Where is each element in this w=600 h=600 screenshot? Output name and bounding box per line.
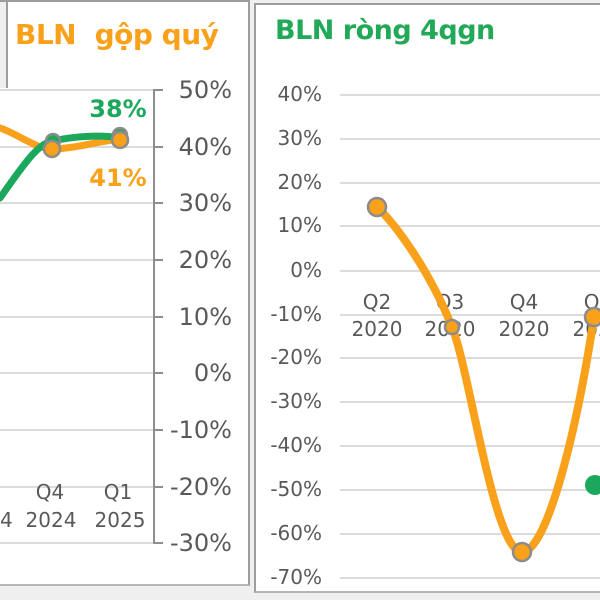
gridline — [340, 270, 600, 272]
y-axis-tick — [155, 486, 163, 488]
orange-marker-q4-2024 — [42, 139, 62, 159]
y-axis-label: -60% — [270, 521, 322, 545]
y-axis-label: 20% — [178, 246, 232, 274]
y-axis-label: -30% — [270, 389, 322, 413]
x-axis-label: Q2 — [362, 290, 392, 314]
x-axis-label: 2020 — [424, 317, 476, 341]
y-axis-tick — [155, 372, 163, 374]
y-axis-label: 40% — [178, 133, 232, 161]
gridline — [340, 138, 600, 140]
y-axis-label: -30% — [169, 529, 232, 557]
gridline — [0, 372, 155, 374]
y-axis-tick — [155, 89, 163, 91]
gridline — [340, 357, 600, 359]
orange-line — [373, 203, 598, 557]
y-axis-tick — [155, 146, 163, 148]
x-axis-label: 2020 — [351, 317, 403, 341]
gridline — [340, 225, 600, 227]
chart-title-right: BLN ròng 4qgn — [275, 15, 495, 46]
x-axis-label: Q4 — [509, 290, 539, 314]
gridline — [340, 577, 600, 579]
gridline — [0, 486, 155, 488]
y-axis-label: 30% — [178, 189, 232, 217]
x-axis-label: 2020 — [498, 317, 550, 341]
gridline — [0, 89, 155, 91]
y-axis-label: -10% — [270, 302, 322, 326]
y-axis-line — [153, 89, 155, 544]
panel-left-border-segment — [6, 2, 8, 88]
gridline — [340, 94, 600, 96]
gridline — [0, 316, 155, 318]
y-axis-tick — [155, 542, 163, 544]
x-axis-label-partial: 4 — [0, 508, 13, 532]
y-axis-tick — [155, 316, 163, 318]
y-axis-label: 0% — [193, 359, 232, 387]
data-label-green: 38% — [89, 95, 147, 123]
y-axis-label: 50% — [178, 76, 232, 104]
x-axis-label: Q4 — [35, 480, 65, 504]
gridline — [340, 182, 600, 184]
orange-marker-q2-2020 — [366, 196, 388, 218]
green-marker-q1-2025 — [111, 126, 129, 144]
gridline — [340, 533, 600, 535]
gridline — [340, 314, 600, 316]
chart-title-left: BLN gộp quý — [15, 18, 219, 51]
gridline — [0, 146, 155, 148]
y-axis-label: 20% — [277, 170, 322, 194]
y-axis-label: 40% — [277, 82, 322, 106]
chart-panel-net-margin: BLN ròng 4qgn 40% 30% 20% 10% 0% -10% -2… — [254, 3, 600, 593]
gridline — [0, 202, 155, 204]
y-axis-tick — [155, 429, 163, 431]
y-axis-label: 10% — [178, 303, 232, 331]
y-axis-label: 0% — [290, 258, 322, 282]
y-axis-tick — [155, 259, 163, 261]
y-axis-label: -10% — [169, 416, 232, 444]
y-axis-label: 30% — [277, 126, 322, 150]
gridline — [0, 542, 155, 544]
x-axis-label: Q3 — [435, 290, 465, 314]
sheet-corner-strip — [0, 2, 6, 88]
gridline — [0, 259, 155, 261]
x-axis-label: Q1 — [103, 480, 133, 504]
gridline — [340, 445, 600, 447]
orange-marker-q4-2020 — [511, 541, 533, 563]
data-label-orange: 41% — [89, 164, 147, 192]
gridline — [340, 489, 600, 491]
gridline — [0, 429, 155, 431]
gridline — [340, 401, 600, 403]
y-axis-label: -20% — [169, 473, 232, 501]
green-marker-q1-2021 — [585, 475, 600, 495]
y-axis-label: 10% — [277, 213, 322, 237]
x-axis-label: 2021 — [572, 317, 600, 341]
y-axis-label: -40% — [270, 433, 322, 457]
y-axis-label: -70% — [270, 565, 322, 589]
y-axis-label: -20% — [270, 345, 322, 369]
chart-panel-gross-margin: BLN gộp quý 50% 40% 30% 20% 10% 0% -10% … — [0, 0, 250, 586]
x-axis-label: 2024 — [25, 508, 77, 532]
x-axis-label: Q1 — [583, 290, 600, 314]
x-axis-label: 2025 — [94, 508, 146, 532]
y-axis-tick — [155, 202, 163, 204]
y-axis-label: -50% — [270, 477, 322, 501]
